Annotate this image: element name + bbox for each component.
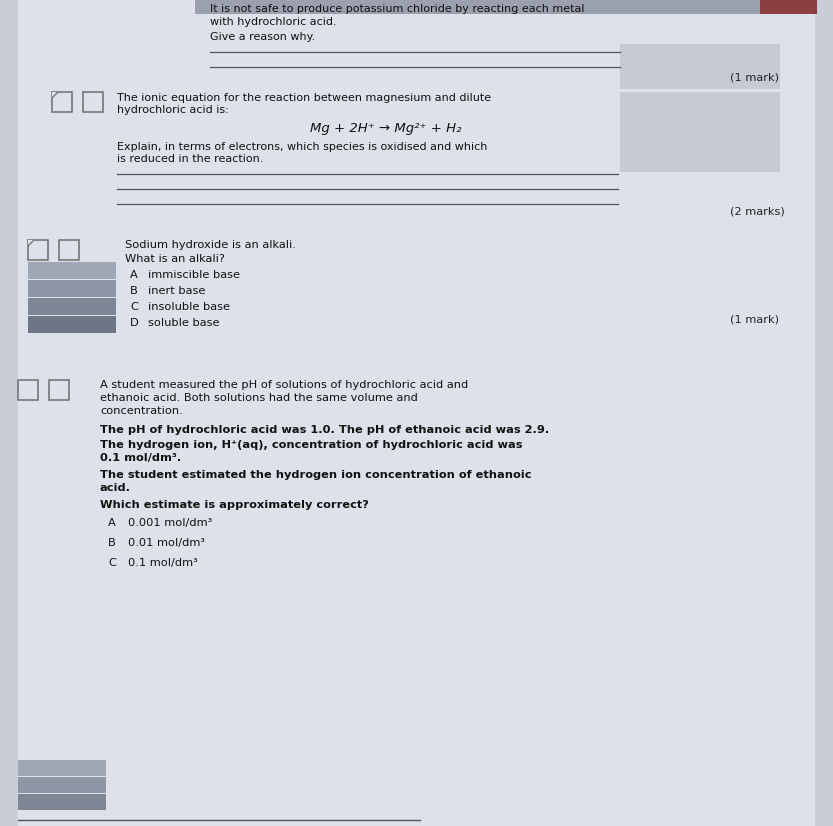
Text: 0.01 mol/dm³: 0.01 mol/dm³ [128, 538, 205, 548]
Text: The pH of hydrochloric acid was 1.0. The pH of ethanoic acid was 2.9.: The pH of hydrochloric acid was 1.0. The… [100, 425, 549, 435]
Text: with hydrochloric acid.: with hydrochloric acid. [210, 17, 337, 27]
Text: (2 marks): (2 marks) [730, 207, 785, 217]
Bar [18, 380, 38, 400]
Text: ethanoic acid. Both solutions had the same volume and: ethanoic acid. Both solutions had the sa… [100, 393, 418, 403]
Bar [28, 298, 116, 315]
Text: (1 mark): (1 mark) [730, 72, 779, 82]
Bar [18, 760, 106, 776]
Text: B: B [108, 538, 116, 548]
Text: The hydrogen ion, H⁺(aq), concentration of hydrochloric acid was: The hydrogen ion, H⁺(aq), concentration … [100, 440, 522, 450]
Bar [195, 0, 817, 14]
Text: concentration.: concentration. [100, 406, 182, 416]
Text: 0.1 mol/dm³.: 0.1 mol/dm³. [100, 453, 182, 463]
Text: The student estimated the hydrogen ion concentration of ethanoic: The student estimated the hydrogen ion c… [100, 470, 531, 480]
Bar [52, 92, 72, 112]
Text: 0.001 mol/dm³: 0.001 mol/dm³ [128, 518, 212, 528]
Text: B: B [130, 286, 137, 296]
Bar [83, 92, 103, 112]
Bar [620, 92, 780, 172]
Bar [28, 316, 116, 333]
Text: (1 mark): (1 mark) [730, 315, 779, 325]
Text: Give a reason why.: Give a reason why. [210, 32, 315, 42]
Text: Mg + 2H⁺ → Mg²⁺ + H₂: Mg + 2H⁺ → Mg²⁺ + H₂ [310, 122, 461, 135]
Text: C: C [108, 558, 116, 568]
Text: is reduced in the reaction.: is reduced in the reaction. [117, 154, 263, 164]
Text: D: D [130, 318, 139, 328]
Text: A: A [108, 518, 116, 528]
Text: soluble base: soluble base [148, 318, 220, 328]
Bar [28, 240, 34, 246]
Bar [52, 92, 58, 98]
Text: The ionic equation for the reaction between magnesium and dilute: The ionic equation for the reaction betw… [117, 93, 491, 103]
Bar [620, 44, 780, 89]
Bar [28, 280, 116, 297]
Text: A student measured the pH of solutions of hydrochloric acid and: A student measured the pH of solutions o… [100, 380, 468, 390]
Text: C: C [130, 302, 138, 312]
Bar [28, 262, 116, 279]
Text: Which estimate is approximately correct?: Which estimate is approximately correct? [100, 500, 369, 510]
Text: hydrochloric acid is:: hydrochloric acid is: [117, 105, 229, 115]
Bar [28, 240, 48, 260]
Bar [49, 380, 69, 400]
Text: acid.: acid. [100, 483, 131, 493]
Text: immiscible base: immiscible base [148, 270, 240, 280]
Text: A: A [130, 270, 137, 280]
Text: inert base: inert base [148, 286, 206, 296]
Text: Sodium hydroxide is an alkali.: Sodium hydroxide is an alkali. [125, 240, 296, 250]
Bar [59, 240, 79, 260]
Text: What is an alkali?: What is an alkali? [125, 254, 225, 264]
Text: insoluble base: insoluble base [148, 302, 230, 312]
Text: It is not safe to produce potassium chloride by reacting each metal: It is not safe to produce potassium chlo… [210, 4, 585, 14]
Text: Explain, in terms of electrons, which species is oxidised and which: Explain, in terms of electrons, which sp… [117, 142, 487, 152]
Bar [18, 794, 106, 810]
Bar [760, 0, 817, 14]
Bar [18, 777, 106, 793]
Text: 0.1 mol/dm³: 0.1 mol/dm³ [128, 558, 197, 568]
